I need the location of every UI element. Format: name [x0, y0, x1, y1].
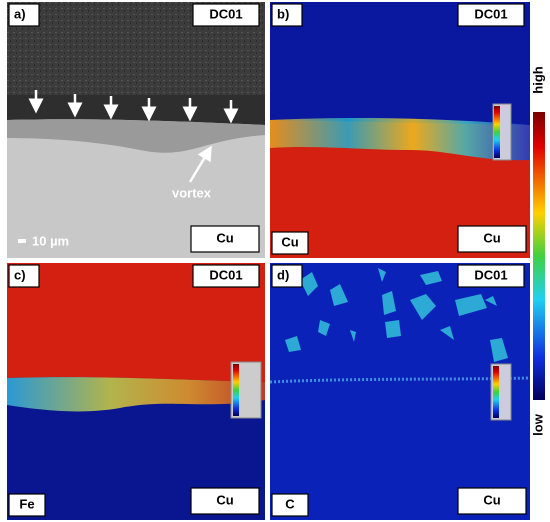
- panel-label: d): [277, 267, 289, 282]
- colorbar: high low: [530, 66, 545, 436]
- annotation: vortex: [172, 185, 212, 200]
- scale-bar: 10 µm: [32, 233, 69, 248]
- material-bottom: Cu: [483, 230, 500, 245]
- panel-label: a): [14, 6, 26, 21]
- colorbar-high: high: [530, 66, 545, 93]
- panel-b: b) DC01 Cu Cu: [270, 2, 530, 258]
- material-top: DC01: [474, 267, 507, 282]
- material-bottom: Cu: [216, 492, 233, 507]
- material-top: DC01: [474, 6, 507, 21]
- element: Fe: [19, 496, 34, 511]
- panel-a: vortex 10 µm a) DC01 Cu: [7, 2, 265, 258]
- material-bottom: Cu: [483, 492, 500, 507]
- material-top: DC01: [209, 267, 242, 282]
- panel-c: c) DC01 Fe Cu: [7, 263, 265, 520]
- material-bottom: Cu: [216, 230, 233, 245]
- colorbar-low: low: [530, 413, 545, 436]
- element: C: [285, 496, 295, 511]
- panel-d: d) DC01 C Cu: [269, 263, 531, 520]
- element: Cu: [281, 234, 298, 249]
- material-top: DC01: [209, 6, 242, 21]
- panel-label: b): [277, 6, 289, 21]
- panel-label: c): [14, 267, 26, 282]
